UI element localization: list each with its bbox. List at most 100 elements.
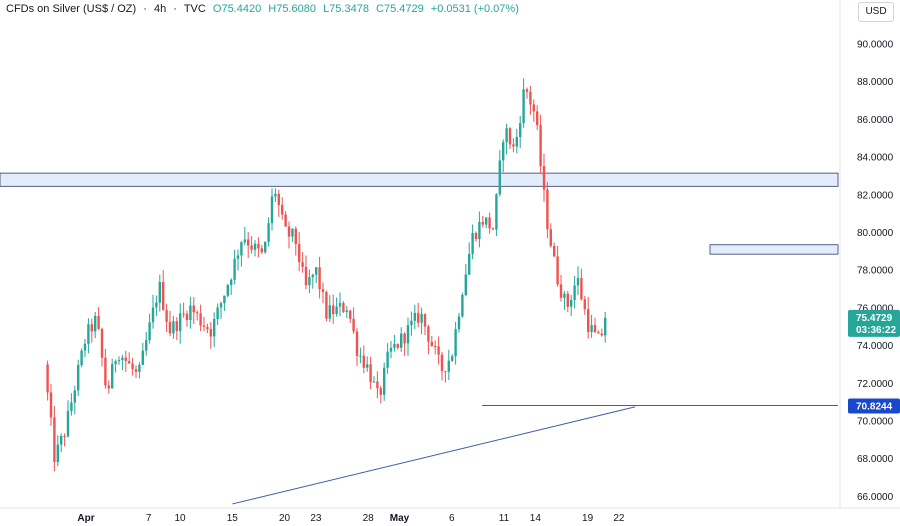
candle-body — [566, 293, 569, 307]
candle-body — [233, 258, 236, 280]
candle-body — [148, 322, 151, 341]
candle-body — [70, 402, 73, 412]
candle — [134, 365, 138, 379]
candle — [216, 303, 219, 326]
candle — [90, 318, 93, 343]
candle — [454, 321, 457, 365]
candle-body — [73, 390, 76, 403]
candle — [151, 294, 155, 329]
candle-body — [253, 243, 257, 250]
candle-body — [111, 364, 114, 389]
candle-body — [434, 346, 437, 348]
candle-body — [525, 89, 529, 92]
candle-body — [264, 241, 267, 253]
candles-layer — [46, 78, 607, 471]
candle — [542, 153, 546, 202]
candle — [512, 138, 515, 153]
candle — [393, 334, 396, 352]
open-value: O75.4420 — [212, 3, 262, 15]
candle-body — [97, 315, 100, 329]
currency-button[interactable]: USD — [858, 2, 894, 22]
candle-body — [366, 364, 369, 368]
candle-body — [107, 385, 110, 389]
candle — [260, 244, 263, 254]
zones-layer — [0, 172, 839, 255]
candle-body — [141, 350, 144, 365]
zone-box — [709, 244, 839, 255]
candle-body — [179, 313, 182, 332]
high-value: H75.6080 — [268, 3, 316, 15]
candle — [213, 312, 216, 347]
candle — [485, 217, 488, 229]
candle — [94, 311, 97, 339]
candle — [600, 328, 603, 337]
candle-body — [315, 267, 318, 275]
candle-body — [117, 359, 121, 362]
candle — [165, 304, 168, 333]
candle — [573, 276, 576, 309]
candle-body — [100, 328, 104, 358]
candle-body — [389, 347, 393, 352]
candle-body — [182, 313, 185, 315]
symbol-name: CFDs on Silver (US$ / OZ) — [6, 3, 137, 15]
candle — [488, 212, 491, 234]
time-tick-label: Apr — [77, 513, 94, 524]
price-axis: 90.0000 88.0000 86.0000 84.0000 82.0000 80.00… — [839, 0, 900, 526]
time-tick-label: 6 — [449, 513, 455, 524]
level-price-label: 70.8244 — [856, 402, 893, 413]
candle — [114, 359, 117, 373]
candle-body — [570, 299, 573, 307]
candle — [247, 232, 250, 258]
candle-body — [298, 244, 301, 263]
candle-body — [546, 189, 549, 230]
candle — [389, 341, 393, 359]
candle — [328, 295, 331, 323]
candle-body — [192, 305, 195, 313]
candle-body — [406, 325, 410, 344]
candle-body — [83, 343, 87, 351]
price-tick-label: 72.0000 — [857, 379, 894, 390]
candle-body — [114, 361, 117, 365]
candle-body — [168, 321, 172, 334]
price-tick-label: 74.0000 — [857, 341, 894, 352]
lines-layer — [232, 405, 838, 505]
candle — [498, 150, 501, 197]
candle — [185, 310, 189, 327]
candle — [131, 357, 134, 376]
candle-body — [321, 289, 325, 293]
candle — [444, 370, 447, 383]
candle-body — [495, 194, 498, 230]
candle-body — [447, 360, 450, 372]
candle-body — [162, 281, 165, 310]
candle-body — [471, 233, 474, 254]
change-value: +0.0531 (+0.07%) — [430, 3, 519, 15]
candle-body — [216, 307, 219, 320]
candle-body — [423, 313, 427, 327]
candle — [440, 351, 444, 381]
candle — [590, 314, 593, 338]
time-tick-label: 14 — [530, 513, 542, 524]
candle-body — [413, 312, 416, 321]
price-tick-label: 66.0000 — [857, 492, 894, 503]
candle — [461, 292, 464, 318]
interval-label[interactable]: 4h — [153, 3, 167, 15]
candle — [236, 249, 240, 271]
candle-body — [206, 326, 209, 330]
candle-body — [529, 91, 532, 105]
candle-body — [386, 351, 389, 368]
last-price-tag — [848, 309, 900, 337]
candle-body — [243, 239, 246, 243]
candle-body — [522, 89, 525, 124]
candle-body — [175, 321, 178, 332]
candle — [243, 226, 246, 246]
candle — [522, 78, 525, 128]
candle — [175, 317, 178, 341]
candle — [179, 303, 182, 344]
candle-body — [427, 326, 430, 342]
candle-body — [63, 435, 66, 437]
candle — [566, 290, 569, 313]
candle — [386, 343, 389, 374]
candle — [539, 114, 542, 174]
